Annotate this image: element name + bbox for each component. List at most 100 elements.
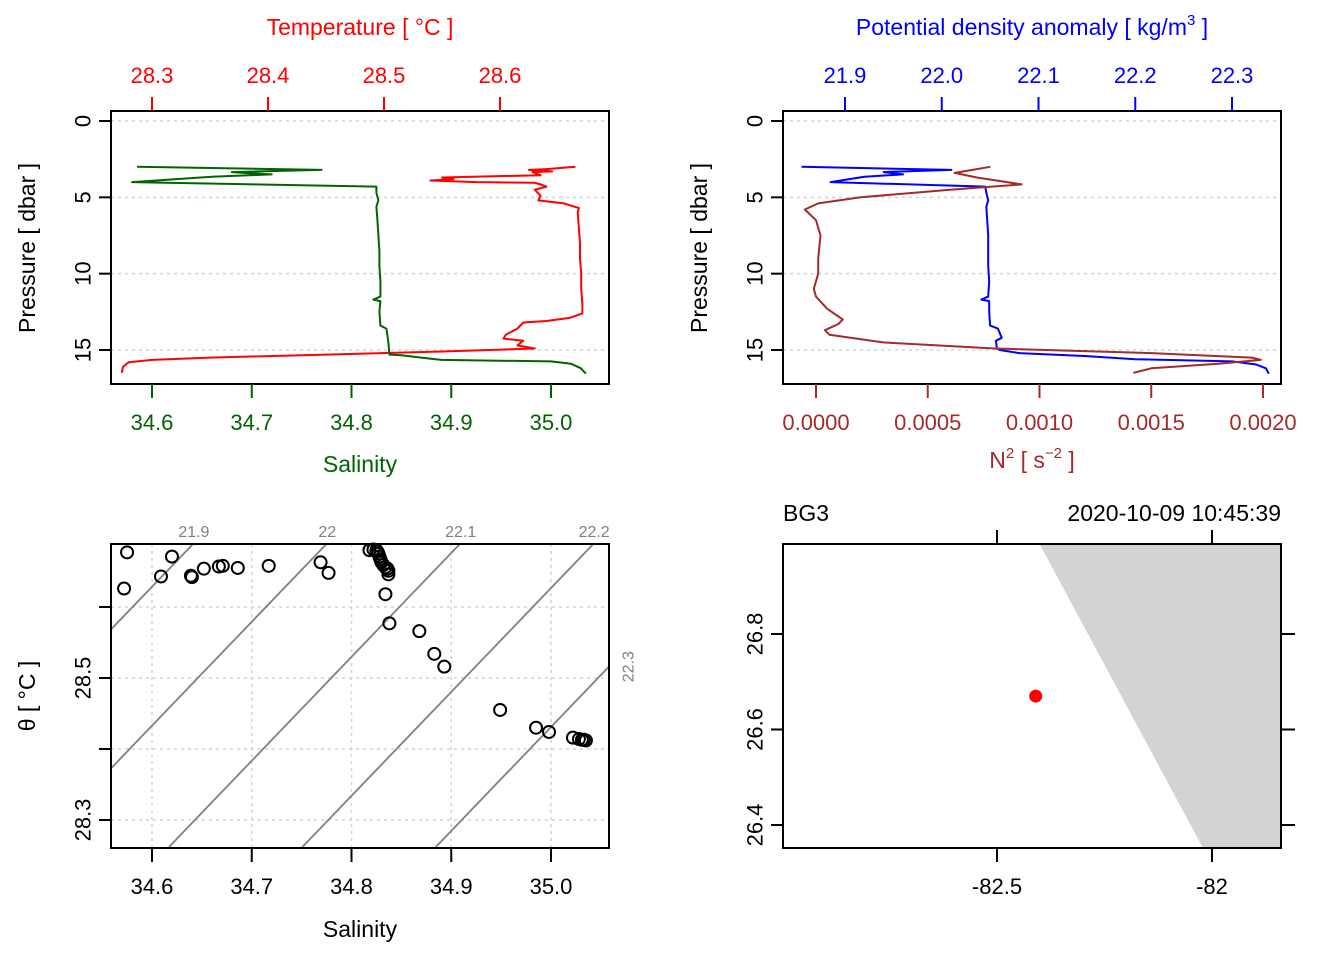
- pressure-tick-label: 10: [71, 261, 96, 285]
- density-n2-frame: [782, 110, 1282, 385]
- ts-point: [542, 724, 557, 739]
- density-axis: 21.9 22.0 22.1 22.2 22.3: [824, 63, 1254, 111]
- series-line-n2: [803, 165, 1262, 374]
- temperature-tick-label: 28.6: [479, 63, 522, 88]
- salinity-tick-label: 34.7: [230, 410, 273, 435]
- longitude-axis: -82.5 -82: [972, 848, 1228, 899]
- pressure-tick-label: 0: [743, 115, 768, 127]
- isopycnal-labels: 21.9 22 22.1 22.2 22.3: [178, 524, 637, 682]
- salinity-tick-label: 34.9: [430, 410, 473, 435]
- ts-point: [120, 545, 135, 560]
- isopycnal-lines: [111, 544, 609, 848]
- ts-point: [164, 549, 179, 564]
- ts-profile-frame: [110, 110, 610, 385]
- temperature-axis-title: Temperature [ °C ]: [267, 14, 454, 40]
- ts-diagram-grid: [111, 544, 609, 848]
- ts-diagram-points: [117, 542, 593, 748]
- isopycnal-line: [301, 544, 595, 848]
- salinity-tick-label: 34.6: [131, 410, 174, 435]
- n2-tick-label: 0.0020: [1229, 410, 1296, 435]
- ts-point: [196, 561, 211, 576]
- salinity-tick-label: 34.8: [330, 874, 373, 899]
- latitude-axis: 26.4 26.6 26.8: [743, 613, 783, 846]
- ts-profile-grid: [111, 120, 609, 351]
- density-axis-title: Potential density anomaly [ kg/m3 ]: [856, 12, 1208, 40]
- longitude-tick-label: -82.5: [972, 874, 1022, 899]
- ts-diagram-salinity-title: Salinity: [323, 916, 398, 942]
- latitude-tick-label: 26.6: [743, 708, 768, 751]
- longitude-tick-label: -82: [1196, 874, 1228, 899]
- ts-point: [378, 587, 393, 602]
- density-tick-label: 22.0: [920, 63, 963, 88]
- n2-axis: 0.0000 0.0005 0.0010 0.0015 0.0020: [782, 384, 1297, 435]
- ts-point: [381, 567, 396, 582]
- salinity-tick-label: 34.9: [430, 874, 473, 899]
- pressure-tick-label: 15: [71, 338, 96, 362]
- theta-tick-label: 28.3: [71, 799, 96, 842]
- isopycnal-line: [168, 544, 462, 848]
- ts-diagram-salinity-axis: 34.6 34.7 34.8 34.9 35.0: [131, 848, 573, 899]
- density-tick-label: 21.9: [824, 63, 867, 88]
- ts-profile-pressure-axis: 0 5 10 15: [71, 115, 111, 362]
- salinity-axis: 34.6 34.7 34.8 34.9 35.0: [131, 384, 573, 435]
- ts-profile-pressure-title: Pressure [ dbar ]: [14, 163, 40, 333]
- series-line-temperature: [120, 165, 584, 374]
- salinity-tick-label: 34.7: [230, 874, 273, 899]
- temperature-tick-label: 28.5: [363, 63, 406, 88]
- temperature-axis: 28.3 28.4 28.5 28.6: [131, 63, 522, 111]
- n2-tick-label: 0.0015: [1118, 410, 1185, 435]
- temperature-tick-label: 28.4: [247, 63, 290, 88]
- density-tick-label: 22.2: [1114, 63, 1157, 88]
- pressure-tick-label: 0: [71, 115, 96, 127]
- ts-point: [313, 555, 328, 570]
- temperature-tick-label: 28.3: [131, 63, 174, 88]
- land-area: [1040, 544, 1281, 848]
- pressure-tick-label: 10: [743, 261, 768, 285]
- ts-point: [382, 616, 397, 631]
- isopycnal-line: [111, 544, 195, 631]
- station-marker: [1029, 689, 1043, 703]
- station-map-panel: 26.4 26.6 26.8 -82.5 -82 BG3 2020-10-09 10:…: [743, 500, 1295, 899]
- density-n2-grid: [783, 120, 1281, 351]
- n2-tick-label: 0.0000: [782, 410, 849, 435]
- ts-profile-panel: 0 5 10 15 28.3 28.4 28.5 28.6 34.6 34.7 34.8 34.9…: [14, 14, 610, 477]
- density-n2-panel: 0 5 10 15 21.9 22.0 22.1 22.2 22.3 0.0000 0.0005…: [686, 12, 1297, 473]
- isopycnal-label: 22.1: [445, 524, 476, 541]
- n2-axis-title: N2 [ s−2 ]: [989, 445, 1075, 473]
- pressure-tick-label: 5: [743, 191, 768, 203]
- ts-diagram-panel: 21.9 22 22.1 22.2 22.3 28.3 28.5 34.6 34.7 34.8…: [14, 524, 638, 942]
- ts-point: [321, 565, 336, 580]
- salinity-axis-title: Salinity: [323, 451, 398, 477]
- isopycnal-label: 21.9: [178, 524, 209, 541]
- series-line-potential-density-anomaly: [801, 165, 1270, 375]
- isopycnal-label: 22.3: [621, 651, 638, 682]
- isopycnal-line: [435, 665, 609, 848]
- salinity-tick-label: 35.0: [530, 874, 573, 899]
- density-n2-series: [801, 165, 1270, 375]
- ts-point: [184, 570, 199, 585]
- density-n2-pressure-title: Pressure [ dbar ]: [686, 163, 712, 333]
- theta-axis-title: θ [ °C ]: [14, 661, 40, 732]
- theta-tick-label: 28.5: [71, 657, 96, 700]
- isopycnal-label: 22: [318, 524, 336, 541]
- ts-point: [427, 646, 442, 661]
- series-line-salinity: [131, 165, 587, 375]
- ts-point: [578, 733, 593, 748]
- isopycnal-line: [111, 544, 328, 770]
- ts-point: [378, 560, 393, 575]
- ts-point: [412, 624, 427, 639]
- pressure-tick-label: 5: [71, 191, 96, 203]
- ts-profile-series: [120, 165, 587, 375]
- isopycnal-label: 22.2: [579, 524, 610, 541]
- salinity-tick-label: 35.0: [530, 410, 573, 435]
- density-tick-label: 22.3: [1211, 63, 1254, 88]
- station-point: [1029, 689, 1043, 703]
- pressure-tick-label: 15: [743, 338, 768, 362]
- longitude-axis-top: [996, 530, 1213, 544]
- ts-point: [437, 659, 452, 674]
- ts-point: [215, 558, 230, 573]
- density-n2-pressure-axis: 0 5 10 15: [743, 115, 783, 362]
- station-map-frame: [782, 543, 1282, 849]
- salinity-tick-label: 34.8: [330, 410, 373, 435]
